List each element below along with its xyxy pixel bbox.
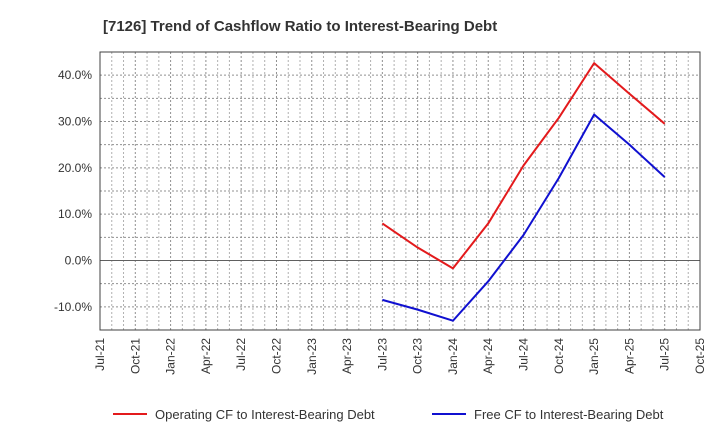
plot-border (99, 51, 701, 331)
y-tick-label: 40.0% (58, 68, 92, 82)
series-lines (381, 62, 666, 322)
y-tick-label: -10.0% (54, 300, 92, 314)
x-tick-label: Jan-23 (305, 338, 319, 375)
legend: Operating CF to Interest-Bearing Debt Fre… (113, 407, 664, 422)
x-tick-label: Jul-23 (375, 338, 389, 371)
x-tick-label: Jan-24 (446, 338, 460, 375)
x-tick-label: Jan-22 (164, 338, 178, 375)
y-axis: -10.0% 0.0% 10.0% 20.0% 30.0% 40.0% (54, 68, 92, 314)
x-tick-label: Jul-24 (517, 338, 531, 371)
series-line-operating-cf (381, 62, 666, 270)
legend-label: Operating CF to Interest-Bearing Debt (155, 407, 375, 422)
y-tick-label: 10.0% (58, 207, 92, 221)
x-tick-label: Apr-22 (199, 338, 213, 374)
chart-title: [7126] Trend of Cashflow Ratio to Intere… (103, 18, 497, 35)
y-tick-label: 30.0% (58, 115, 92, 129)
legend-label: Free CF to Interest-Bearing Debt (474, 407, 664, 422)
x-tick-label: Jul-22 (234, 338, 248, 371)
x-tick-label: Jul-21 (93, 338, 107, 371)
plot-area (99, 51, 701, 331)
series-line-free-cf (382, 113, 666, 322)
x-tick-label: Apr-23 (340, 338, 354, 374)
x-tick-label: Oct-24 (552, 338, 566, 374)
x-tick-label: Oct-21 (128, 338, 142, 374)
x-tick-label: Oct-25 (693, 338, 707, 374)
y-tick-label: 0.0% (65, 254, 93, 268)
x-tick-label: Oct-23 (411, 338, 425, 374)
x-tick-label: Jan-25 (587, 338, 601, 375)
x-tick-label: Jul-25 (658, 338, 672, 371)
x-tick-label: Apr-24 (481, 338, 495, 374)
x-axis: Jul-21 Oct-21 Jan-22 Apr-22 Jul-22 Oct-22 Jan-… (93, 338, 707, 375)
x-tick-label: Oct-22 (269, 338, 283, 374)
y-tick-label: 20.0% (58, 161, 92, 175)
x-tick-label: Apr-25 (622, 338, 636, 374)
